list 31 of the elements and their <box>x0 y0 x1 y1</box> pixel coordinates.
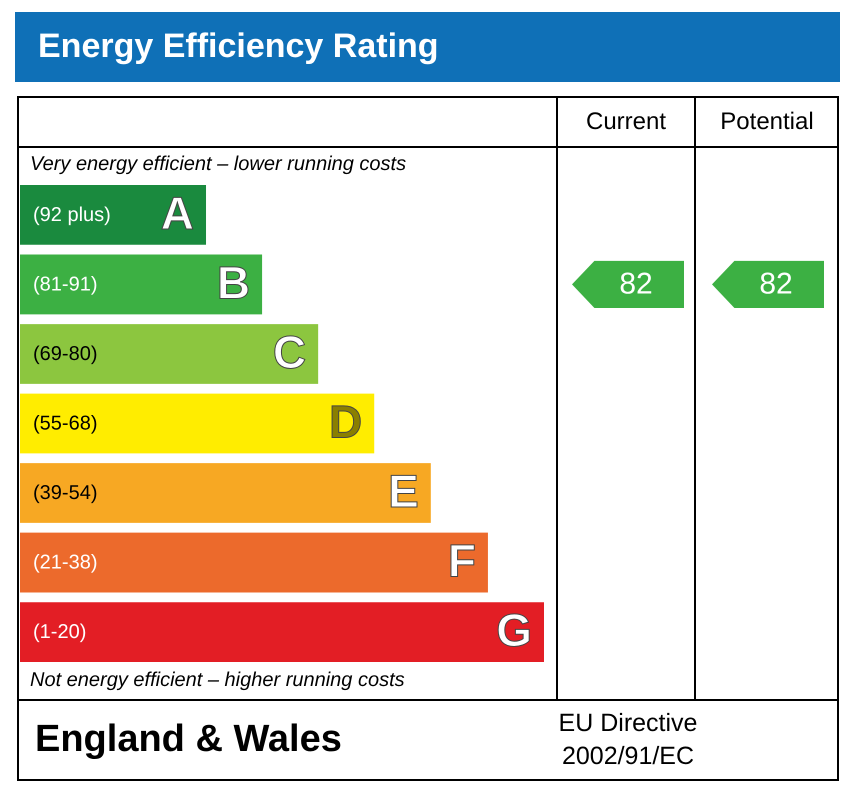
text: Current <box>586 108 666 135</box>
annotation: (21-38) <box>33 552 98 574</box>
bar <box>20 463 431 523</box>
annotation: (39-54) <box>33 482 98 504</box>
bar <box>20 394 374 454</box>
text: Potential <box>720 108 814 135</box>
y-tick-label: F <box>448 534 476 587</box>
chart-title: Energy Efficiency Rating <box>38 27 439 65</box>
annotation: (92 plus) <box>33 204 111 226</box>
y-tick-label: A <box>160 186 194 239</box>
bar <box>20 532 488 592</box>
text: 82 <box>619 267 653 300</box>
bar <box>20 254 262 314</box>
text: 82 <box>759 267 793 300</box>
text: EU Directive <box>558 709 698 737</box>
annotation: (81-91) <box>33 273 98 296</box>
text: Very energy efficient – lower running costs <box>30 153 406 175</box>
y-tick-label: D <box>328 396 362 448</box>
bar <box>20 185 206 245</box>
text: England & Wales <box>35 718 342 760</box>
bar <box>20 324 318 384</box>
y-tick-label: G <box>496 604 532 656</box>
annotation: (55-68) <box>33 412 98 434</box>
text: 2002/91/EC <box>562 742 694 770</box>
y-tick-label: B <box>216 256 250 308</box>
annotation: (69-80) <box>33 342 98 365</box>
y-tick-label: E <box>388 465 419 518</box>
y-tick-label: C <box>272 326 306 378</box>
annotation: (1-20) <box>33 621 86 644</box>
text: Not energy efficient – higher running costs <box>30 669 405 691</box>
bar <box>20 602 544 662</box>
